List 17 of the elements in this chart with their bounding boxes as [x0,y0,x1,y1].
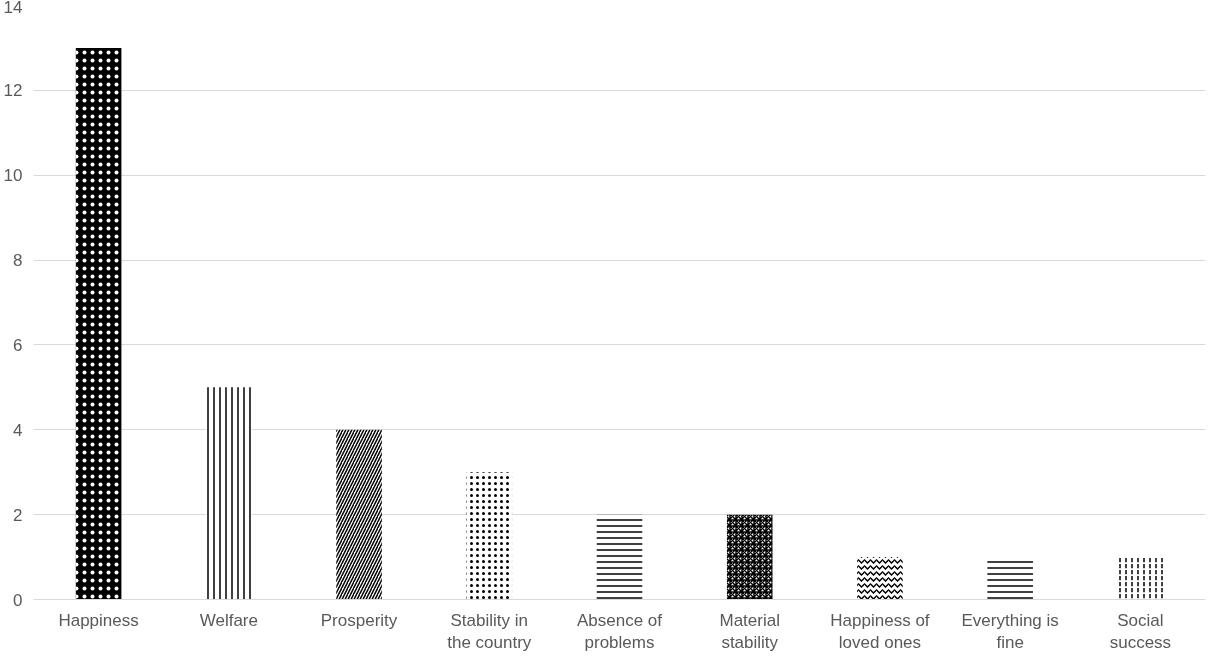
x-tick-label: Welfare [199,610,258,630]
x-tick-label: Happiness of loved ones [830,610,930,653]
x-tick-label: Stability in the country [447,610,532,653]
x-tick-label: Material stability [719,610,780,653]
y-tick-label: 14 [3,0,23,17]
y-tick-label: 8 [13,251,23,271]
x-tick-label: Absence of problems [576,610,663,653]
y-tick-label: 0 [13,590,23,610]
y-tick-label: 12 [3,81,23,101]
x-tick-label: Everything is fine [961,610,1059,653]
y-tick-label: 2 [13,505,23,525]
x-tick-label: Prosperity [320,610,398,630]
y-tick-label: 10 [3,166,23,186]
y-tick-label: 4 [13,420,23,440]
y-tick-label: 6 [13,335,23,355]
x-tick-label: Happiness [58,610,139,630]
x-tick-label: Social success [1109,610,1172,653]
